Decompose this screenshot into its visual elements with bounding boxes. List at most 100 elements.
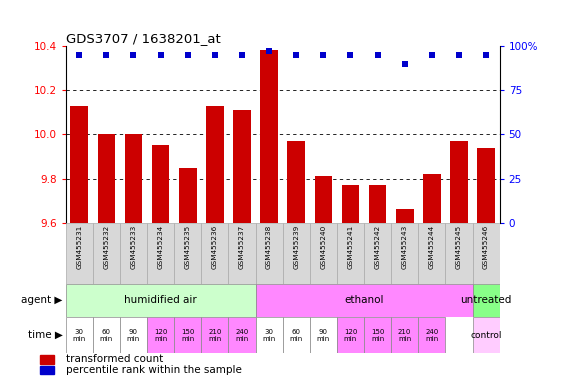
Point: [210, 52, 219, 58]
Bar: [174, 317, 202, 353]
Bar: [93, 223, 120, 284]
Point: [75, 52, 84, 58]
Bar: [255, 284, 472, 317]
Text: transformed count: transformed count: [66, 354, 163, 364]
Text: untreated: untreated: [460, 295, 512, 306]
Bar: [391, 317, 418, 353]
Bar: [473, 317, 500, 353]
Bar: [233, 110, 251, 223]
Bar: [287, 141, 305, 223]
Text: GSM455240: GSM455240: [320, 225, 327, 270]
Bar: [255, 317, 283, 353]
Bar: [206, 106, 224, 223]
Bar: [66, 317, 93, 353]
Text: 90
min: 90 min: [317, 329, 330, 341]
Text: 120
min: 120 min: [344, 329, 357, 341]
Bar: [364, 223, 391, 284]
Point: [238, 52, 247, 58]
Bar: [364, 317, 391, 353]
Bar: [315, 176, 332, 223]
Text: GSM455232: GSM455232: [103, 225, 110, 270]
Bar: [179, 167, 196, 223]
Text: 60
min: 60 min: [289, 329, 303, 341]
Bar: [70, 106, 88, 223]
Bar: [124, 134, 142, 223]
Bar: [98, 134, 115, 223]
Bar: [147, 317, 174, 353]
Bar: [337, 223, 364, 284]
Bar: [391, 223, 418, 284]
Text: GSM455233: GSM455233: [130, 225, 136, 270]
Text: GSM455243: GSM455243: [401, 225, 408, 270]
Bar: [283, 223, 309, 284]
Bar: [228, 317, 255, 353]
Text: GSM455236: GSM455236: [212, 225, 218, 270]
Text: GSM455231: GSM455231: [76, 225, 82, 270]
Bar: [147, 223, 174, 284]
Bar: [418, 223, 445, 284]
Text: ethanol: ethanol: [344, 295, 384, 306]
Point: [129, 52, 138, 58]
Bar: [201, 317, 228, 353]
Text: GSM455237: GSM455237: [239, 225, 245, 270]
Bar: [396, 210, 413, 223]
Point: [183, 52, 192, 58]
Text: control: control: [471, 331, 502, 339]
Text: GSM455245: GSM455245: [456, 225, 462, 270]
Bar: [152, 146, 170, 223]
Bar: [260, 51, 278, 223]
Bar: [473, 223, 500, 284]
Point: [264, 48, 274, 55]
Bar: [423, 174, 441, 223]
Bar: [255, 223, 283, 284]
Bar: [283, 317, 309, 353]
Text: GSM455244: GSM455244: [429, 225, 435, 270]
Text: 210
min: 210 min: [208, 329, 222, 341]
Bar: [66, 284, 255, 317]
Point: [346, 52, 355, 58]
Point: [319, 52, 328, 58]
Text: GSM455239: GSM455239: [293, 225, 299, 270]
Point: [156, 52, 165, 58]
Point: [455, 52, 464, 58]
Bar: [473, 284, 500, 317]
Text: 150
min: 150 min: [371, 329, 384, 341]
Bar: [202, 223, 228, 284]
Text: GSM455242: GSM455242: [375, 225, 381, 270]
Text: 120
min: 120 min: [154, 329, 167, 341]
Text: 240
min: 240 min: [235, 329, 248, 341]
Text: 30
min: 30 min: [73, 329, 86, 341]
Bar: [341, 185, 359, 223]
Text: 150
min: 150 min: [181, 329, 194, 341]
Text: GSM455235: GSM455235: [184, 225, 191, 270]
Text: percentile rank within the sample: percentile rank within the sample: [66, 365, 242, 375]
Text: 30
min: 30 min: [263, 329, 276, 341]
Bar: [174, 223, 202, 284]
Bar: [337, 317, 364, 353]
Text: agent ▶: agent ▶: [22, 295, 63, 306]
Text: GSM455238: GSM455238: [266, 225, 272, 270]
Text: time ▶: time ▶: [28, 330, 63, 340]
Point: [292, 52, 301, 58]
Bar: [120, 223, 147, 284]
Point: [427, 52, 436, 58]
Bar: [93, 317, 120, 353]
Text: GSM455246: GSM455246: [483, 225, 489, 270]
Bar: [120, 317, 147, 353]
Point: [481, 52, 490, 58]
Bar: [450, 141, 468, 223]
Text: 60
min: 60 min: [100, 329, 113, 341]
Bar: [309, 317, 337, 353]
Bar: [228, 223, 255, 284]
Text: 240
min: 240 min: [425, 329, 439, 341]
Bar: [369, 185, 387, 223]
Bar: [418, 317, 445, 353]
Point: [102, 52, 111, 58]
Text: GSM455241: GSM455241: [347, 225, 353, 270]
Text: GDS3707 / 1638201_at: GDS3707 / 1638201_at: [66, 32, 220, 45]
Bar: [445, 223, 473, 284]
Point: [373, 52, 382, 58]
Bar: [66, 223, 93, 284]
Point: [400, 61, 409, 67]
Text: 90
min: 90 min: [127, 329, 140, 341]
